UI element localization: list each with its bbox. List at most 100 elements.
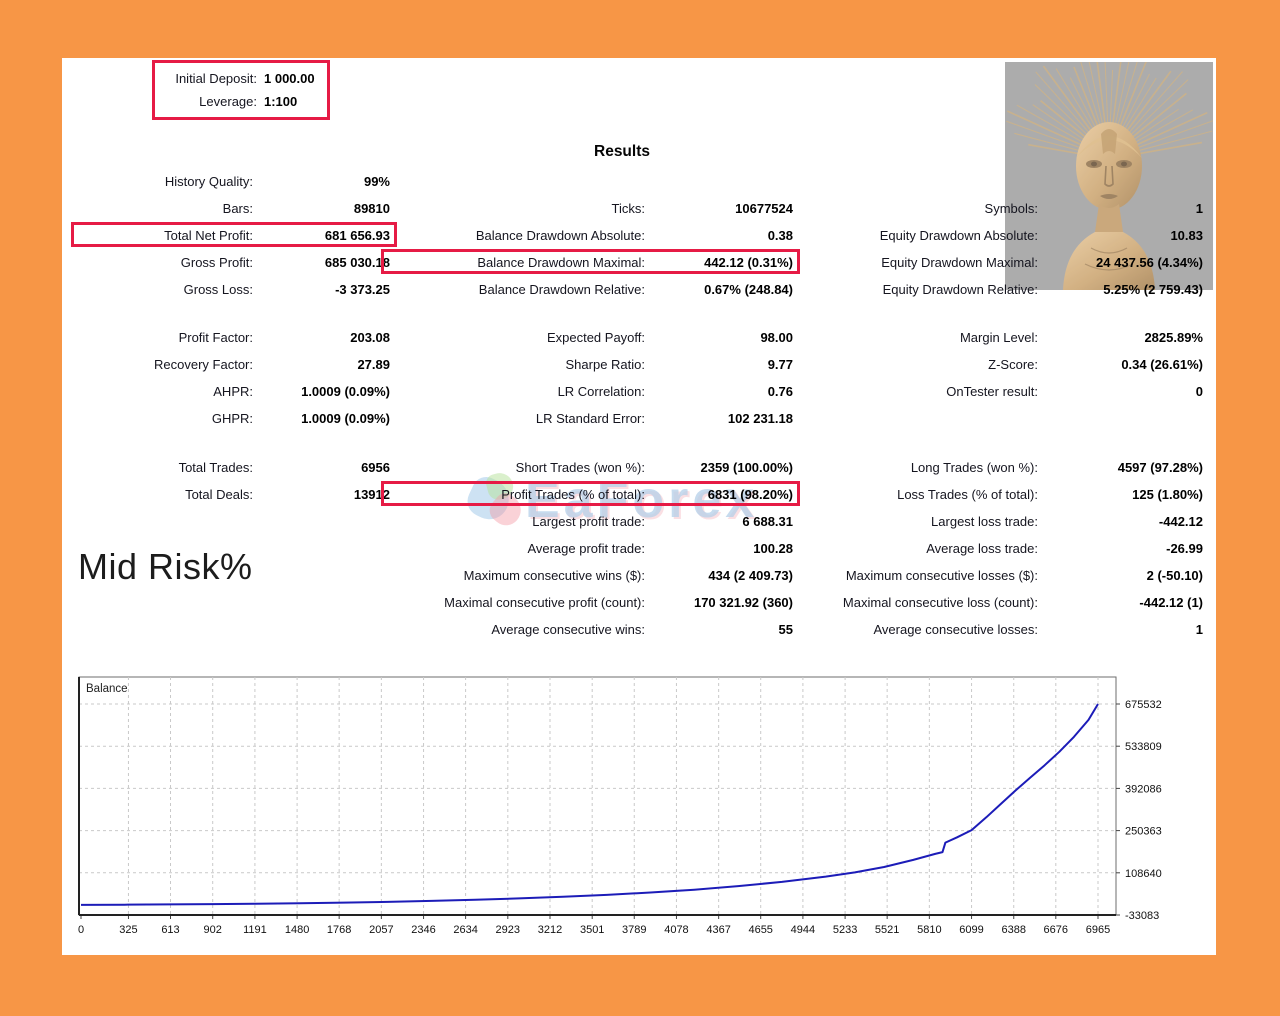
stat-value: 102 231.18 [727, 411, 793, 426]
stat-value: 10677524 [735, 201, 793, 216]
stat-label: AHPR: [213, 384, 253, 399]
stat-value: -26.99 [1166, 541, 1203, 556]
stat-pair: Average consecutive wins: 55 [390, 622, 793, 637]
stats-row: GHPR: 1.0009 (0.09%) LR Standard Error: 102… [80, 405, 1203, 432]
stats-cell: Total Trades: 6956 [80, 460, 390, 475]
y-tick-label: 250363 [1125, 826, 1162, 838]
x-tick-label: 1480 [285, 924, 309, 936]
deposit-box: Initial Deposit: 1 000.00 Leverage: 1:100 [152, 60, 330, 120]
stat-label: Recovery Factor: [154, 357, 253, 372]
stat-pair: Recovery Factor: 27.89 [80, 357, 390, 372]
stat-value: 0.67% (248.84) [704, 282, 793, 297]
stats-block: Total Trades: 6956 Short Trades (won %): 23… [80, 454, 1203, 643]
stat-pair: Balance Drawdown Relative: 0.67% (248.84) [390, 282, 793, 297]
stat-pair: Maximal consecutive profit (count): 170 3… [390, 595, 793, 610]
stats-cell: Average loss trade: -26.99 [793, 541, 1203, 556]
highlight-box: Total Net Profit: 681 656.93 [71, 222, 397, 247]
stats-cell: Balance Drawdown Maximal: 442.12 (0.31%) [381, 249, 800, 274]
stats-row: Profit Factor: 203.08 Expected Payoff: 98.0… [80, 324, 1203, 351]
stat-value: 2 (-50.10) [1146, 568, 1203, 583]
stats-cell: Balance Drawdown Absolute: 0.38 [390, 228, 793, 243]
x-tick-label: 4944 [791, 924, 815, 936]
stat-label: GHPR: [211, 411, 253, 426]
stat-pair: LR Correlation: 0.76 [390, 384, 793, 399]
stat-value: 6956 [361, 460, 390, 475]
stats-cell: Total Deals: 13912 [80, 487, 390, 502]
chart-title: Balance [86, 683, 128, 695]
stat-value: -3 373.25 [335, 282, 390, 297]
stat-pair: Equity Drawdown Absolute: 10.83 [793, 228, 1203, 243]
stats-cell: Z-Score: 0.34 (26.61%) [793, 357, 1203, 372]
x-tick-label: 5810 [917, 924, 941, 936]
stats-cell: Margin Level: 2825.89% [793, 330, 1203, 345]
stats-row: Average profit trade: 100.28 Average loss … [80, 535, 1203, 562]
stat-pair: Expected Payoff: 98.00 [390, 330, 793, 345]
stat-pair: Equity Drawdown Relative: 5.25% (2 759.43… [793, 282, 1203, 297]
stat-pair: Largest loss trade: -442.12 [793, 514, 1203, 529]
x-tick-label: 6965 [1086, 924, 1110, 936]
stats-row: Bars: 89810 Ticks: 10677524 Symbols: 1 [80, 195, 1203, 222]
plot-area [78, 676, 1117, 916]
stat-pair: GHPR: 1.0009 (0.09%) [80, 411, 390, 426]
stat-pair: LR Standard Error: 102 231.18 [390, 411, 793, 426]
stat-value: 5.25% (2 759.43) [1103, 282, 1203, 297]
stats-cell: Average consecutive wins: 55 [390, 622, 793, 637]
x-tick-label: 3212 [538, 924, 562, 936]
stat-pair: Total Trades: 6956 [80, 460, 390, 475]
stat-label: Profit Factor: [178, 330, 253, 345]
stat-label: OnTester result: [946, 384, 1038, 399]
x-tick-label: 1768 [327, 924, 351, 936]
x-tick-label: 4655 [748, 924, 772, 936]
stat-value: 685 030.18 [324, 255, 390, 270]
stats-cell: Average consecutive losses: 1 [793, 622, 1203, 637]
stat-label: Long Trades (won %): [910, 460, 1038, 475]
stat-value: 99% [363, 174, 390, 189]
stats-row: Total Net Profit: 681 656.93 Balance Drawd… [71, 222, 1203, 249]
stats-row: Maximum consecutive wins ($): 434 (2 409.… [80, 562, 1203, 589]
stats-cell: Balance Drawdown Relative: 0.67% (248.84) [390, 282, 793, 297]
watermark: EaForex [462, 470, 758, 532]
stats-cell: AHPR: 1.0009 (0.09%) [80, 384, 390, 399]
stats-cell: Maximum consecutive losses ($): 2 (-50.10… [793, 568, 1203, 583]
stat-label: Largest loss trade: [931, 514, 1038, 529]
stat-label: Total Deals: [185, 487, 253, 502]
stats-cell: LR Standard Error: 102 231.18 [390, 411, 793, 426]
stats-cell: Equity Drawdown Absolute: 10.83 [793, 228, 1203, 243]
x-tick-label: 0 [78, 924, 84, 936]
stats-block: Profit Factor: 203.08 Expected Payoff: 98.0… [80, 324, 1203, 432]
x-tick-label: 613 [161, 924, 179, 936]
stats-cell: Equity Drawdown Relative: 5.25% (2 759.43… [793, 282, 1203, 297]
x-tick-label: 2923 [496, 924, 520, 936]
y-tick-label: 675532 [1125, 699, 1162, 711]
stats-cell: GHPR: 1.0009 (0.09%) [80, 411, 390, 426]
stat-pair: Balance Drawdown Absolute: 0.38 [390, 228, 793, 243]
deposit-label: Initial Deposit: [175, 71, 257, 86]
stats-cell: Loss Trades (% of total): 125 (1.80%) [793, 487, 1203, 502]
stat-value: 89810 [353, 201, 390, 216]
stats-cell: Short Trades (won %): 2359 (100.00%) [390, 460, 793, 475]
stat-label: Maximum consecutive losses ($): [845, 568, 1038, 583]
stat-pair: Gross Profit: 685 030.18 [80, 255, 390, 270]
stats-cell: Long Trades (won %): 4597 (97.28%) [793, 460, 1203, 475]
stats-cell: Symbols: 1 [793, 201, 1203, 216]
x-tick-label: 3789 [622, 924, 646, 936]
stat-value: 2825.89% [1144, 330, 1203, 345]
stat-label: Short Trades (won %): [515, 460, 645, 475]
balance-line [80, 703, 1099, 906]
y-tick-label: -33083 [1125, 910, 1159, 922]
stat-label: Balance Drawdown Absolute: [475, 228, 645, 243]
stat-value: 6831 (98.20%) [707, 487, 793, 502]
stat-value: 1 [1195, 622, 1203, 637]
stat-pair: Loss Trades (% of total): 125 (1.80%) [793, 487, 1203, 502]
stat-pair: History Quality: 99% [80, 174, 390, 189]
deposit-value: 1 000.00 [264, 71, 315, 86]
stats-cell: Gross Profit: 685 030.18 [80, 255, 390, 270]
stat-pair: OnTester result: 0 [793, 384, 1203, 399]
stats-cell: History Quality: 99% [80, 174, 390, 189]
y-tick-label: 533809 [1125, 741, 1162, 753]
x-tick-label: 6099 [959, 924, 983, 936]
stat-value: 100.28 [753, 541, 793, 556]
stat-pair: Equity Drawdown Maximal: 24 437.56 (4.34%… [793, 255, 1203, 270]
stat-label: Z-Score: [988, 357, 1038, 372]
